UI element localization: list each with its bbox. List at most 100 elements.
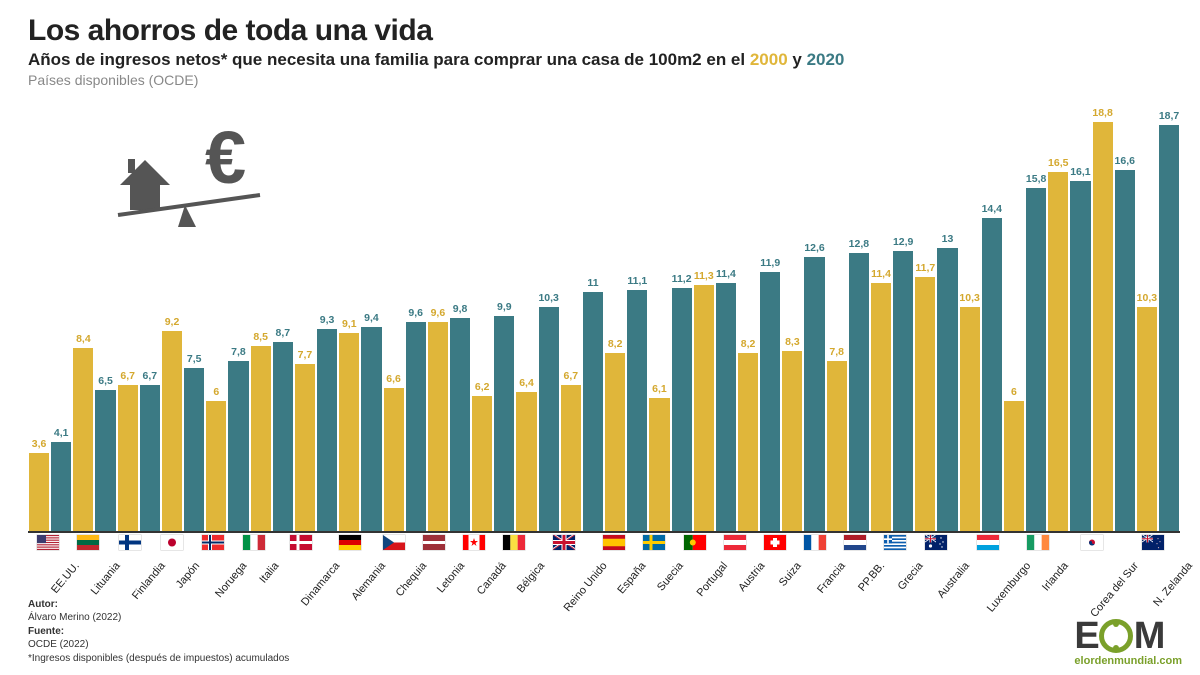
bar-group: 67,8 bbox=[205, 118, 249, 531]
bar-2020: 9,3 bbox=[317, 329, 337, 531]
flag-icon bbox=[553, 535, 575, 550]
subtitle-mid: y bbox=[788, 50, 807, 69]
x-tick: Francia bbox=[795, 535, 835, 566]
bar-value-2020: 13 bbox=[942, 233, 954, 245]
bar-value-2000: 18,8 bbox=[1092, 107, 1112, 119]
country-label: Francia bbox=[816, 560, 849, 596]
bar-value-2020: 15,8 bbox=[1026, 173, 1046, 185]
bar-2000: 8,3 bbox=[782, 351, 802, 531]
bar-value-2020: 10,3 bbox=[538, 292, 558, 304]
bar-value-2000: 6,2 bbox=[475, 381, 490, 393]
source-name: OCDE (2022) bbox=[28, 638, 289, 652]
bar-value-2020: 9,4 bbox=[364, 312, 379, 324]
subtitle-year-2000: 2000 bbox=[750, 50, 788, 69]
country-label: Alemania bbox=[350, 560, 389, 603]
flag-icon bbox=[844, 535, 866, 550]
bar-value-2000: 6,6 bbox=[386, 373, 401, 385]
flag-icon bbox=[423, 535, 445, 550]
x-tick: Corea del Sur bbox=[1058, 535, 1126, 566]
country-label: EE.UU. bbox=[49, 560, 82, 596]
bar-2000: 6,7 bbox=[118, 385, 138, 531]
bar-2000: 9,1 bbox=[339, 333, 359, 531]
bar-value-2000: 3,6 bbox=[32, 438, 47, 450]
bar-2000: 6 bbox=[206, 401, 226, 531]
bar-value-2000: 9,6 bbox=[431, 307, 446, 319]
flag-icon bbox=[884, 535, 906, 550]
country-label: Italia bbox=[257, 560, 281, 586]
bar-group: 10,314,4 bbox=[959, 118, 1003, 531]
logo-subtitle: elordenmundial.com bbox=[1074, 655, 1182, 667]
bar-value-2020: 6,5 bbox=[98, 375, 113, 387]
flag-icon bbox=[463, 535, 485, 550]
bar-value-2020: 9,3 bbox=[320, 314, 335, 326]
bar-2000: 8,2 bbox=[738, 353, 758, 531]
bar-value-2000: 9,1 bbox=[342, 318, 357, 330]
chart-title: Los ahorros de toda una vida bbox=[28, 14, 1172, 48]
bar-2000: 9,2 bbox=[162, 331, 182, 531]
country-label: Austria bbox=[736, 560, 767, 594]
header: Los ahorros de toda una vida Años de ing… bbox=[0, 0, 1200, 88]
author-name: Álvaro Merino (2022) bbox=[28, 611, 289, 625]
bar-chart: 3,64,18,46,56,76,79,27,567,88,58,77,79,3… bbox=[28, 118, 1180, 533]
flag-icon bbox=[1027, 535, 1049, 550]
bar-value-2000: 16,5 bbox=[1048, 157, 1068, 169]
flag-icon bbox=[383, 535, 405, 550]
flag-icon bbox=[161, 535, 183, 550]
bar-group: 615,8 bbox=[1003, 118, 1047, 531]
bar-group: 11,412,9 bbox=[870, 118, 914, 531]
country-label: Japón bbox=[174, 560, 202, 591]
bar-group: 9,69,8 bbox=[427, 118, 471, 531]
x-tick: Australia bbox=[914, 535, 957, 566]
subtitle-pre: Años de ingresos netos* que necesita una… bbox=[28, 50, 750, 69]
country-label: Portugal bbox=[695, 560, 731, 599]
bar-2000: 10,3 bbox=[960, 307, 980, 531]
bar-2020: 11,2 bbox=[672, 288, 692, 531]
flag-icon bbox=[603, 535, 625, 550]
subtitle-year-2020: 2020 bbox=[807, 50, 845, 69]
bar-value-2020: 11,9 bbox=[760, 257, 780, 269]
bar-value-2020: 4,1 bbox=[54, 427, 69, 439]
bar-2000: 9,6 bbox=[428, 322, 448, 531]
bar-2020: 10,3 bbox=[539, 307, 559, 531]
flag-icon bbox=[643, 535, 665, 550]
bar-2020: 9,9 bbox=[494, 316, 514, 531]
flag-icon bbox=[684, 535, 706, 550]
country-label: Suecia bbox=[655, 560, 686, 593]
country-label: Luxemburgo bbox=[985, 560, 1034, 615]
bar-2020: 9,6 bbox=[406, 322, 426, 531]
country-label: Suiza bbox=[777, 560, 804, 589]
bar-value-2020: 7,8 bbox=[231, 346, 246, 358]
bar-2020: 11,9 bbox=[760, 272, 780, 531]
bar-value-2020: 6,7 bbox=[143, 370, 158, 382]
x-tick: Portugal bbox=[674, 535, 715, 566]
bar-group: 8,58,7 bbox=[250, 118, 294, 531]
logo-letter-m: M bbox=[1134, 621, 1164, 651]
bar-group: 6,410,3 bbox=[515, 118, 559, 531]
flag-icon bbox=[764, 535, 786, 550]
bar-value-2020: 9,8 bbox=[453, 303, 468, 315]
bar-value-2020: 12,6 bbox=[804, 242, 824, 254]
flag-icon bbox=[804, 535, 826, 550]
flag-icon bbox=[503, 535, 525, 550]
bar-2000: 16,5 bbox=[1048, 172, 1068, 531]
flag-icon bbox=[243, 535, 265, 550]
bar-2020: 9,4 bbox=[361, 327, 381, 531]
bar-value-2000: 8,2 bbox=[608, 338, 623, 350]
country-label: Grecia bbox=[896, 560, 926, 593]
bar-2020: 9,8 bbox=[450, 318, 470, 531]
flag-icon bbox=[339, 535, 361, 550]
bar-2000: 8,4 bbox=[73, 348, 93, 531]
flag-icon bbox=[202, 535, 224, 550]
bar-value-2000: 8,5 bbox=[253, 331, 268, 343]
bar-2000: 18,8 bbox=[1093, 122, 1113, 531]
bar-2020: 16,6 bbox=[1115, 170, 1135, 531]
x-tick: Luxemburgo bbox=[957, 535, 1018, 566]
bar-2000: 6 bbox=[1004, 401, 1024, 531]
bar-2020: 15,8 bbox=[1026, 188, 1046, 531]
bar-group: 8,211,9 bbox=[737, 118, 781, 531]
bar-value-2000: 11,3 bbox=[694, 270, 714, 282]
bar-2020: 18,7 bbox=[1159, 125, 1179, 531]
bar-group: 8,211,1 bbox=[604, 118, 648, 531]
bar-2000: 6,2 bbox=[472, 396, 492, 531]
logo-letter-e: E bbox=[1074, 621, 1097, 651]
